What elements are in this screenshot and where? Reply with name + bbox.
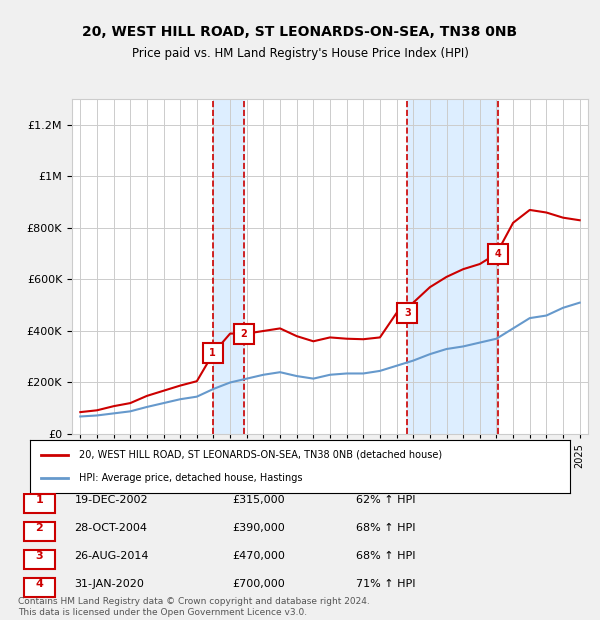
Text: 4: 4: [494, 249, 501, 259]
Text: 19-DEC-2002: 19-DEC-2002: [74, 495, 148, 505]
Text: 68% ↑ HPI: 68% ↑ HPI: [356, 551, 416, 560]
FancyBboxPatch shape: [23, 522, 55, 541]
Text: Price paid vs. HM Land Registry's House Price Index (HPI): Price paid vs. HM Land Registry's House …: [131, 46, 469, 60]
Text: 2: 2: [241, 329, 247, 339]
Text: 20, WEST HILL ROAD, ST LEONARDS-ON-SEA, TN38 0NB (detached house): 20, WEST HILL ROAD, ST LEONARDS-ON-SEA, …: [79, 450, 442, 460]
Text: 28-OCT-2004: 28-OCT-2004: [74, 523, 148, 533]
FancyBboxPatch shape: [23, 578, 55, 597]
Text: 2: 2: [35, 523, 43, 533]
Text: 20, WEST HILL ROAD, ST LEONARDS-ON-SEA, TN38 0NB: 20, WEST HILL ROAD, ST LEONARDS-ON-SEA, …: [82, 25, 518, 39]
Bar: [407, 99, 498, 434]
FancyBboxPatch shape: [23, 494, 55, 513]
Text: £700,000: £700,000: [232, 578, 285, 588]
Text: £315,000: £315,000: [232, 495, 285, 505]
Text: 68% ↑ HPI: 68% ↑ HPI: [356, 523, 416, 533]
Text: 3: 3: [404, 308, 411, 318]
Text: 31-JAN-2020: 31-JAN-2020: [74, 578, 144, 588]
Text: Contains HM Land Registry data © Crown copyright and database right 2024.
This d: Contains HM Land Registry data © Crown c…: [18, 598, 370, 617]
FancyBboxPatch shape: [23, 550, 55, 569]
Text: 1: 1: [35, 495, 43, 505]
Text: 26-AUG-2014: 26-AUG-2014: [74, 551, 149, 560]
Text: £470,000: £470,000: [232, 551, 285, 560]
Text: 4: 4: [35, 578, 43, 588]
Text: 1: 1: [209, 348, 216, 358]
Text: 62% ↑ HPI: 62% ↑ HPI: [356, 495, 416, 505]
Bar: [213, 99, 244, 434]
Text: HPI: Average price, detached house, Hastings: HPI: Average price, detached house, Hast…: [79, 473, 302, 483]
Text: 3: 3: [35, 551, 43, 560]
Text: £390,000: £390,000: [232, 523, 285, 533]
Text: 71% ↑ HPI: 71% ↑ HPI: [356, 578, 416, 588]
